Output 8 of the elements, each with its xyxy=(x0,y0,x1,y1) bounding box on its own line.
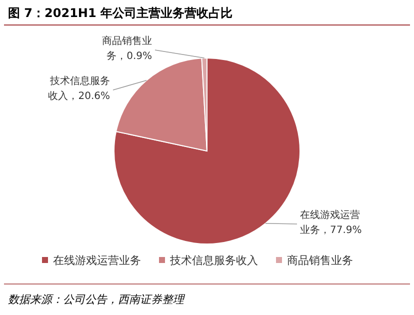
source-note: 数据来源：公司公告，西南证券整理 xyxy=(8,293,186,306)
data-label: 商品销售业务，0.9% xyxy=(102,35,152,62)
chart-title: 图 7：2021H1 年公司主营业务营收占比 xyxy=(8,6,232,20)
data-label: 在线游戏运营业务，77.9% xyxy=(300,209,362,236)
legend-label: 技术信息服务收入 xyxy=(169,254,258,267)
legend-label: 商品销售业务 xyxy=(287,254,353,267)
data-label: 技术信息服务收入，20.6% xyxy=(48,75,110,102)
legend-label: 在线游戏运营业务 xyxy=(53,254,141,267)
